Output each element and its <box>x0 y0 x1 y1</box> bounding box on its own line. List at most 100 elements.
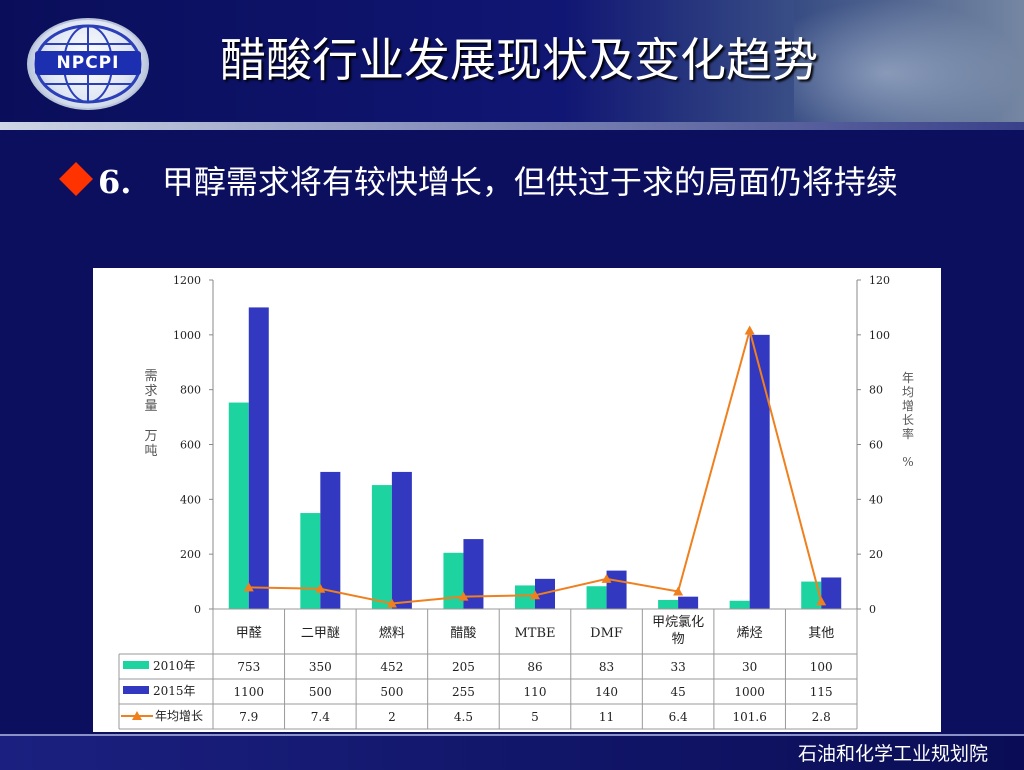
table-value: 30 <box>742 660 757 674</box>
headline-number: 6. <box>98 163 132 201</box>
y-right-tick-label: 20 <box>869 548 883 561</box>
table-value: 255 <box>452 685 475 699</box>
y-right-axis-title: 增 <box>902 399 914 413</box>
y-right-tick-label: 100 <box>869 329 890 342</box>
y-right-tick-label: 120 <box>869 274 890 287</box>
table-value: 11 <box>599 710 614 724</box>
table-value: 33 <box>670 660 685 674</box>
y-right-axis-title: % <box>902 455 913 469</box>
headline-text: 甲醇需求将有较快增长，但供过于求的局面仍将持续 <box>161 163 898 201</box>
growth-marker <box>744 325 755 335</box>
category-label: 甲醛 <box>236 625 262 641</box>
y-right-tick-label: 0 <box>869 603 876 616</box>
y-left-tick-label: 0 <box>194 603 201 616</box>
legend-key-2010年 <box>123 661 149 669</box>
category-label: 甲烷氯化 <box>652 615 704 630</box>
growth-marker <box>601 573 612 583</box>
table-value: 4.5 <box>454 710 473 724</box>
table-value: 350 <box>309 660 332 674</box>
category-label: DMF <box>590 626 623 641</box>
growth-marker <box>530 590 540 600</box>
y-right-tick-label: 80 <box>869 384 883 397</box>
category-label: 烯烃 <box>737 626 763 641</box>
header-photo <box>794 0 1024 122</box>
y-left-tick-label: 400 <box>180 493 201 506</box>
legend-key-2015年 <box>123 686 149 694</box>
bar-2010 <box>801 581 822 609</box>
y-left-tick-label: 800 <box>180 384 201 397</box>
growth-marker <box>315 583 326 593</box>
demand-chart: 0 200 400 600 800 1000 1200 0 20 40 60 80 100 120 需求量万… <box>118 274 914 730</box>
table-value: 110 <box>524 685 547 699</box>
logo-band <box>35 51 141 75</box>
header-rule <box>0 122 1024 130</box>
footer-organization: 石油和化学工业规划院 <box>797 743 988 765</box>
bar-2010 <box>586 586 607 609</box>
table-value: 205 <box>452 660 475 674</box>
table-value: 140 <box>595 685 618 699</box>
category-label: 物 <box>672 632 685 647</box>
legend-marker-growth <box>132 711 142 720</box>
table-value: 7.4 <box>311 710 330 724</box>
y-right-axis-title: 均 <box>902 385 914 399</box>
growth-marker <box>458 591 469 601</box>
y-right-tick-label: 60 <box>869 439 883 452</box>
legend-label: 2015年 <box>153 684 196 698</box>
table-value: 115 <box>810 685 833 699</box>
bar-2010 <box>300 513 321 609</box>
table-value: 101.6 <box>732 710 766 724</box>
logo-text: NPCPI <box>56 53 120 73</box>
y-right-axis-title: 年 <box>902 371 914 385</box>
y-right-axis-title: 率 <box>902 426 914 441</box>
bar-2010 <box>371 485 392 609</box>
bar-2015 <box>678 596 699 609</box>
table-value: 83 <box>599 660 614 674</box>
y-left-axis-title: 需 <box>144 369 157 384</box>
header-banner <box>0 0 1024 122</box>
table-value: 100 <box>810 660 833 674</box>
bar-2010 <box>729 600 750 609</box>
bar-2015 <box>749 334 770 609</box>
category-label: MTBE <box>514 626 555 641</box>
table-value: 2 <box>388 710 396 724</box>
table-value: 5 <box>531 710 539 724</box>
growth-marker <box>243 582 254 592</box>
category-label: 其他 <box>808 626 834 641</box>
legend-label: 2010年 <box>153 659 196 673</box>
bar-2010 <box>443 552 464 609</box>
category-label: 燃料 <box>379 625 405 641</box>
chart-panel: 0 200 400 600 800 1000 1200 0 20 40 60 80 100 120 需求量万… <box>93 268 941 732</box>
table-value: 500 <box>380 685 403 699</box>
npcpi-logo: NPCPI <box>27 18 149 110</box>
y-left-axis-title: 求 <box>144 384 157 399</box>
y-left-tick-label: 200 <box>180 548 201 561</box>
bar-2015 <box>248 307 269 609</box>
bar-2010 <box>515 585 535 609</box>
y-left-axis-title: 万 <box>144 429 157 444</box>
bar-2010 <box>658 599 679 609</box>
table-value: 7.9 <box>239 710 258 724</box>
bullet-diamond-icon <box>59 162 93 196</box>
y-left-tick-label: 600 <box>180 439 201 452</box>
y-left-tick-label: 1200 <box>173 274 201 287</box>
bar-2015 <box>463 539 484 609</box>
growth-marker <box>386 598 397 608</box>
page-title: 醋酸行业发展现状及变化趋势 <box>220 33 818 87</box>
bar-2010 <box>228 402 249 609</box>
bar-2015 <box>320 471 341 609</box>
table-value: 6.4 <box>669 710 688 724</box>
table-value: 452 <box>380 660 403 674</box>
y-right-tick-label: 40 <box>869 493 883 506</box>
table-value: 1100 <box>234 685 265 699</box>
table-value: 2.8 <box>812 710 831 724</box>
table-value: 500 <box>309 685 332 699</box>
table-value: 86 <box>527 660 542 674</box>
category-label: 二甲醚 <box>301 626 340 641</box>
y-right-axis-title: 长 <box>902 413 914 427</box>
y-left-tick-label: 1000 <box>173 329 201 342</box>
bar-2015 <box>606 570 627 609</box>
footer-band <box>0 734 1024 770</box>
y-left-axis-title: 吨 <box>144 444 157 459</box>
bar-2015 <box>821 577 842 609</box>
bar-2015 <box>391 471 412 609</box>
